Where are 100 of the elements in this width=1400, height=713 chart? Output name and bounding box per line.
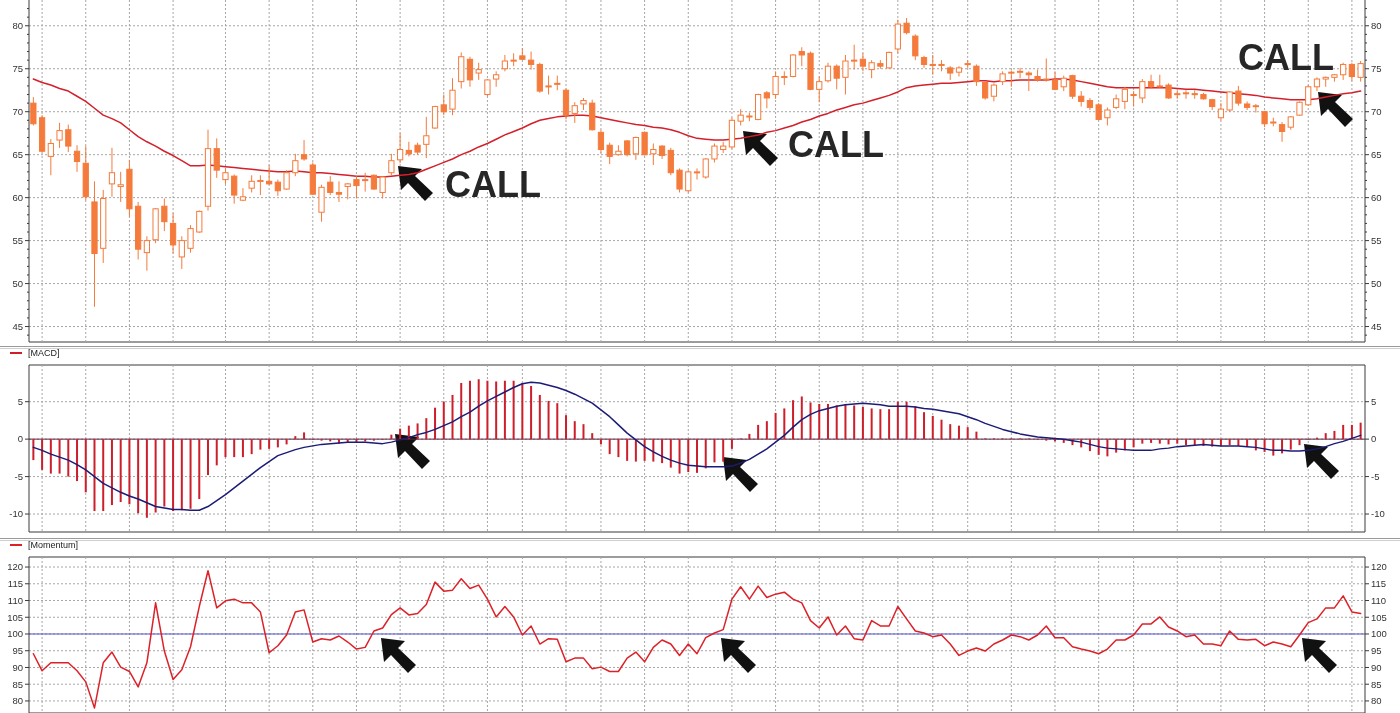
bar [477,379,480,440]
bar [58,439,61,474]
candlestick [362,172,369,193]
bar [172,439,175,512]
bar [678,439,681,474]
candlestick [1121,86,1128,110]
y-tick-label: 85 [12,678,23,690]
bar [468,380,471,440]
candlestick [868,59,875,79]
bar [233,439,236,458]
bar [425,418,428,440]
bar [800,396,803,440]
candlestick [335,180,343,203]
bar [1150,439,1153,443]
candlestick [213,137,220,179]
bar [975,431,978,440]
bar [1132,439,1135,448]
candlestick [824,62,832,83]
bar [1228,439,1231,446]
candlestick [929,54,936,76]
bar [573,421,576,440]
bar [303,432,306,440]
candlestick [650,143,657,166]
bar [93,439,96,512]
candlestick [327,175,334,196]
bar [853,405,856,440]
candlestick [763,90,770,109]
bar [76,439,79,482]
bar [250,439,253,455]
bar [1054,439,1057,442]
bar [661,439,664,464]
y2-tick-label: 100 [1371,628,1387,640]
bar [1324,433,1327,440]
y-tick-label: 90 [12,661,23,673]
candlestick [466,56,474,88]
bar [521,382,524,440]
candlestick [1147,74,1155,90]
bar [643,439,646,461]
bar [844,403,847,440]
bar [1123,439,1126,451]
candlestick [440,94,447,116]
candlestick [65,124,72,153]
candlestick [527,51,535,71]
candlestick [56,122,63,149]
candlestick [353,175,360,199]
bar [189,439,192,509]
candlestick [1139,78,1146,104]
candlestick [1069,74,1076,100]
legend-label: [Momentum] [28,540,79,551]
candlestick [73,144,81,173]
bar [966,427,969,440]
bar [442,401,445,440]
bar [835,405,838,440]
bar [757,424,760,440]
candlestick [292,153,299,177]
y2-tick-label: 80 [1371,695,1382,707]
bar [1333,430,1336,440]
candlestick [912,33,919,61]
candlestick [702,157,709,180]
y-tick-label: 110 [7,594,23,606]
candlestick [300,139,308,162]
bar [652,439,655,462]
y2-tick-label: 5 [1371,396,1377,408]
bar [748,433,751,440]
y-tick-label: 100 [7,628,23,640]
bar [294,436,297,440]
bar [861,406,864,440]
candlestick [571,101,578,124]
candlestick [388,153,395,176]
annotation: CALL [788,124,884,165]
bar [285,439,288,445]
candlestick [423,116,430,159]
bar [530,385,533,440]
bar [486,380,489,440]
candlestick [169,212,177,254]
y2-tick-label: 80 [1371,20,1382,32]
candlestick [990,82,998,102]
bar [556,403,559,440]
candlestick [239,187,247,202]
candlestick [606,142,613,165]
y-tick-label: -5 [14,470,23,482]
bar [608,439,611,455]
y2-tick-label: 65 [1371,149,1382,160]
candlestick [1025,70,1032,92]
y2-tick-label: -5 [1371,470,1380,482]
candlestick [545,75,552,96]
bar [931,415,934,440]
y-tick-label: 115 [7,578,23,590]
y2-tick-label: 105 [1371,611,1387,623]
bar [826,403,829,440]
y2-tick-label: -10 [1371,508,1385,520]
bar [119,439,122,503]
y2-tick-label: 85 [1371,678,1382,690]
y2-tick-label: 120 [1371,561,1387,573]
candlestick [1008,69,1015,88]
bar [669,439,672,468]
bar [879,409,882,440]
bar [259,439,262,450]
bar [538,394,541,440]
bar [41,439,44,470]
